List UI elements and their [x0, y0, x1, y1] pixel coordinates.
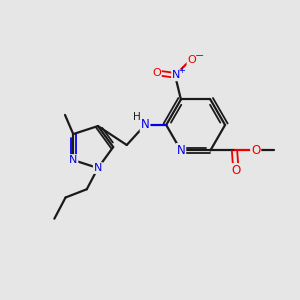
Text: N: N — [69, 155, 77, 165]
Text: O: O — [152, 68, 161, 78]
Text: O: O — [251, 144, 260, 157]
Text: N: N — [172, 70, 180, 80]
Text: N: N — [141, 118, 149, 131]
Text: +: + — [178, 65, 185, 74]
Text: N: N — [176, 144, 185, 157]
Text: O: O — [188, 55, 196, 65]
Text: −: − — [195, 52, 204, 61]
Text: H: H — [133, 112, 141, 122]
Text: O: O — [231, 164, 241, 177]
Text: N: N — [94, 163, 102, 173]
